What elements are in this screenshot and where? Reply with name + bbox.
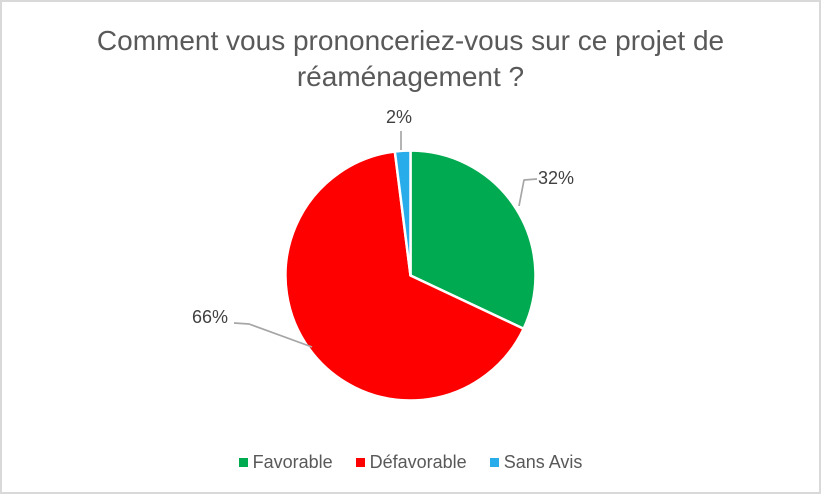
legend-item-defavorable: Défavorable [355,451,467,473]
leader-line-favorable [518,178,538,207]
legend-item-sans-avis: Sans Avis [489,451,583,473]
pie-slice-0 [409,149,537,330]
data-label-favorable: 32% [538,168,575,188]
chart-title: Comment vous prononceriez-vous sur ce pr… [96,25,725,92]
legend-swatch-favorable-icon [238,457,248,467]
pie-slice-1 [284,150,525,402]
legend: Favorable Défavorable Sans Avis [2,451,819,473]
data-label-sans-avis: 2% [385,107,412,127]
pie-slice-2 [393,149,412,277]
legend-label-favorable: Favorable [252,451,333,472]
legend-item-favorable: Favorable [238,451,333,473]
legend-swatch-sans-avis-icon [489,457,499,467]
pie-slices [284,149,537,402]
legend-label-defavorable: Défavorable [369,451,467,472]
leader-line-defavorable [233,322,313,348]
legend-label-sans-avis: Sans Avis [503,451,583,472]
legend-swatch-defavorable-icon [355,457,365,467]
data-label-defavorable: 66% [192,307,229,327]
